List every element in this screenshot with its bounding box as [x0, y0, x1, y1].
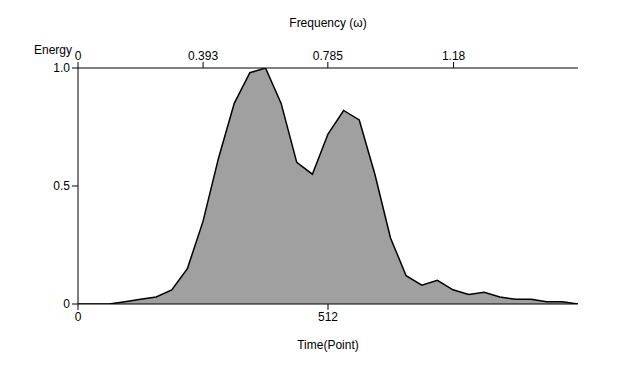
svg-text:0.785: 0.785 — [313, 49, 343, 63]
svg-text:Energy: Energy — [34, 43, 72, 57]
svg-text:Time(Point): Time(Point) — [297, 338, 359, 352]
svg-text:0.5: 0.5 — [53, 179, 70, 193]
svg-text:0: 0 — [75, 49, 82, 63]
svg-text:1.18: 1.18 — [442, 49, 466, 63]
svg-text:0.393: 0.393 — [188, 49, 218, 63]
svg-text:Frequency (ω): Frequency (ω) — [289, 16, 366, 30]
svg-text:512: 512 — [318, 310, 338, 324]
svg-text:0: 0 — [63, 297, 70, 311]
svg-text:0: 0 — [75, 310, 82, 324]
svg-text:1.0: 1.0 — [53, 61, 70, 75]
